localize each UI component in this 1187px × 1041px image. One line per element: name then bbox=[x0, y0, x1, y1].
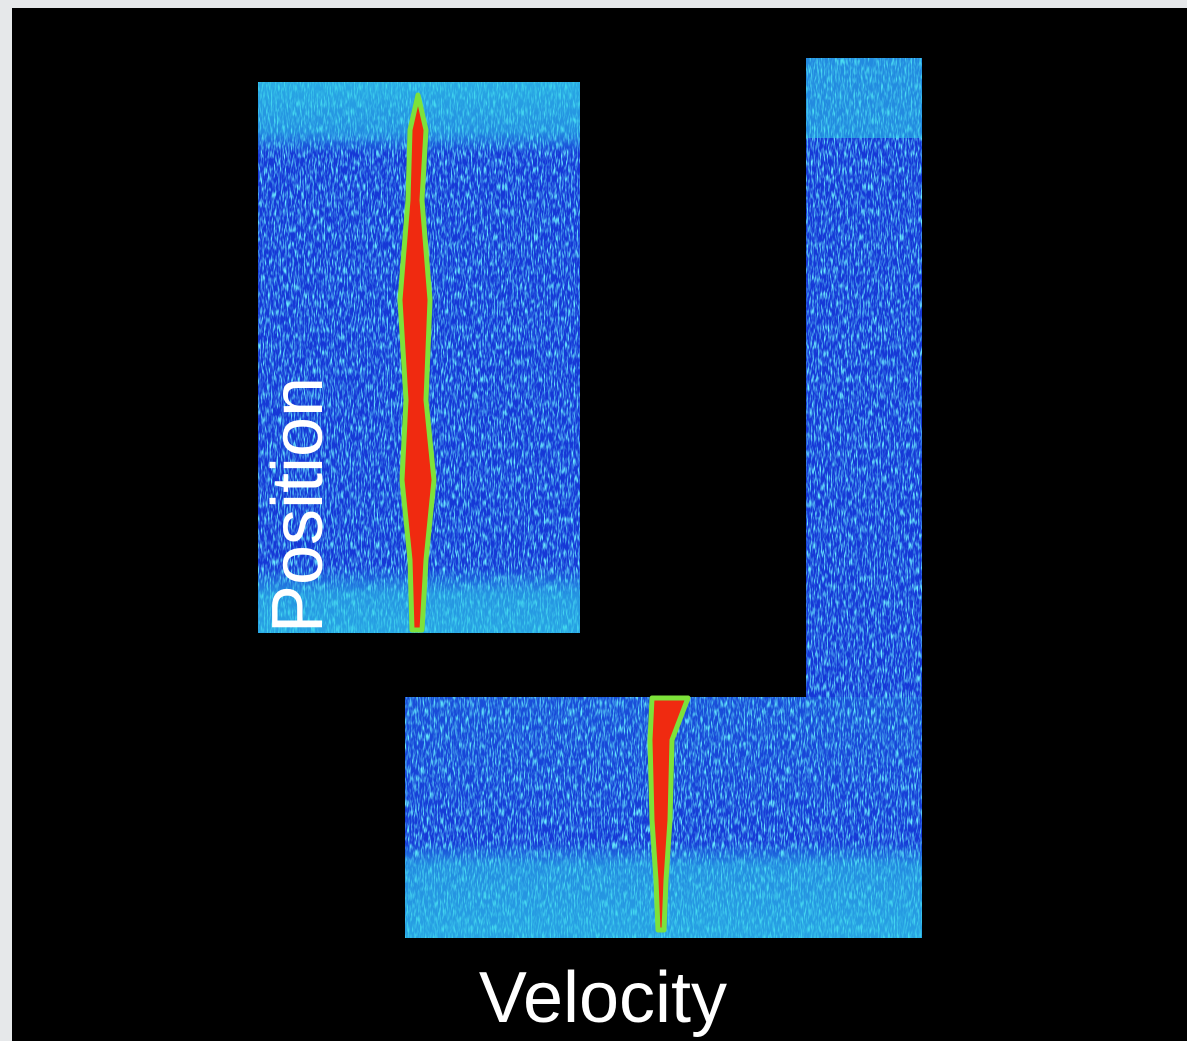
x-axis-label: Velocity bbox=[479, 958, 727, 1038]
y-axis-label: Position bbox=[258, 377, 338, 633]
velocity-panel bbox=[405, 58, 922, 938]
position-panel bbox=[258, 82, 580, 633]
